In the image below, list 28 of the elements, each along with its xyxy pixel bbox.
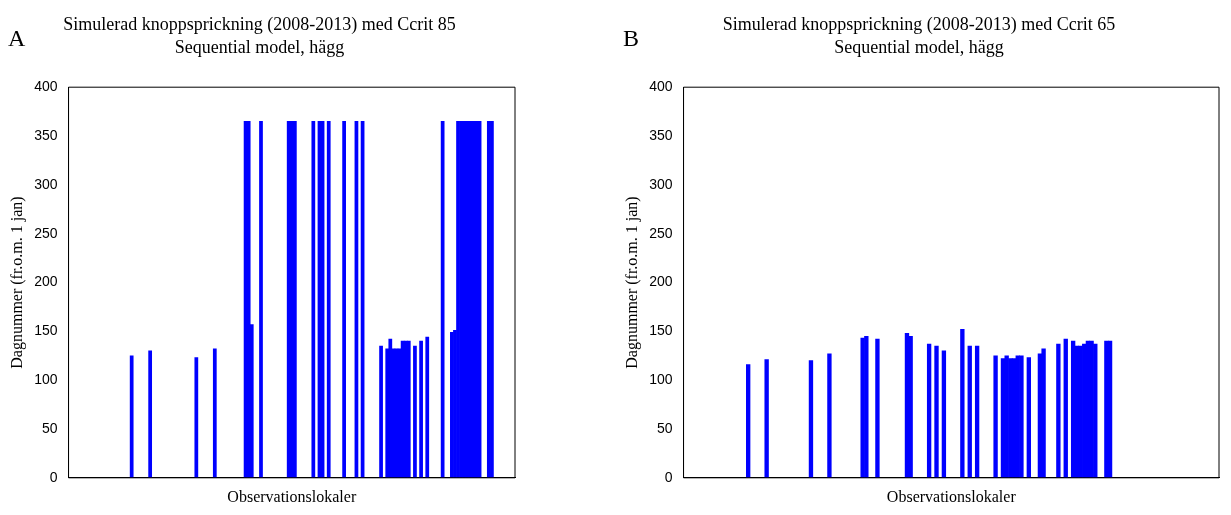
y-tick-label: 200: [34, 273, 58, 290]
y-tick-label: 150: [649, 322, 673, 339]
y-tick-label: 400: [34, 78, 58, 95]
y-tick-label: 350: [34, 126, 58, 143]
chart-subtitle: Sequential model, hägg: [834, 37, 1004, 58]
y-tick-label: 300: [649, 175, 673, 192]
y-tick-label: 50: [656, 419, 673, 436]
y-axis-title: Dagnummer (fr.o.m. 1 jan): [7, 196, 26, 369]
chart-title: Simulerad knoppsprickning (2008-2013) med Ccrit 85: [63, 13, 456, 35]
y-tick-label: 400: [649, 78, 673, 95]
chart-subtitle: Sequential model, hägg: [174, 37, 345, 58]
y-tick-label: 300: [34, 175, 58, 192]
text: A: [8, 25, 26, 51]
text: B: [623, 25, 640, 51]
y-tick-label: 250: [34, 224, 58, 241]
y-tick-label: 150: [34, 322, 58, 339]
y-tick-label: 0: [664, 468, 673, 485]
y-tick-label: 100: [649, 371, 673, 388]
y-tick-label: 50: [41, 419, 58, 436]
x-axis-title: Observationslokaler: [227, 487, 357, 505]
chart-title: Simulerad knoppsprickning (2008-2013) med Ccrit 65: [722, 13, 1116, 35]
y-tick-label: 0: [49, 468, 58, 485]
y-tick-label: 100: [34, 371, 58, 388]
y-tick-label: 250: [649, 224, 673, 241]
y-tick-label: 350: [649, 126, 673, 143]
y-tick-label: 200: [649, 273, 673, 290]
x-axis-title: Observationslokaler: [886, 487, 1017, 505]
y-axis-title: Dagnummer (fr.o.m. 1 jan): [622, 196, 641, 369]
